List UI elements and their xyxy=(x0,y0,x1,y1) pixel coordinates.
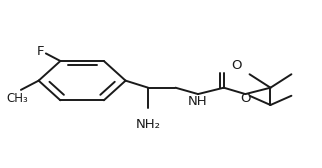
Text: F: F xyxy=(36,45,44,58)
Text: CH₃: CH₃ xyxy=(7,92,29,105)
Text: O: O xyxy=(232,59,242,72)
Text: O: O xyxy=(240,92,251,105)
Text: NH: NH xyxy=(188,95,208,108)
Text: NH₂: NH₂ xyxy=(136,118,161,131)
